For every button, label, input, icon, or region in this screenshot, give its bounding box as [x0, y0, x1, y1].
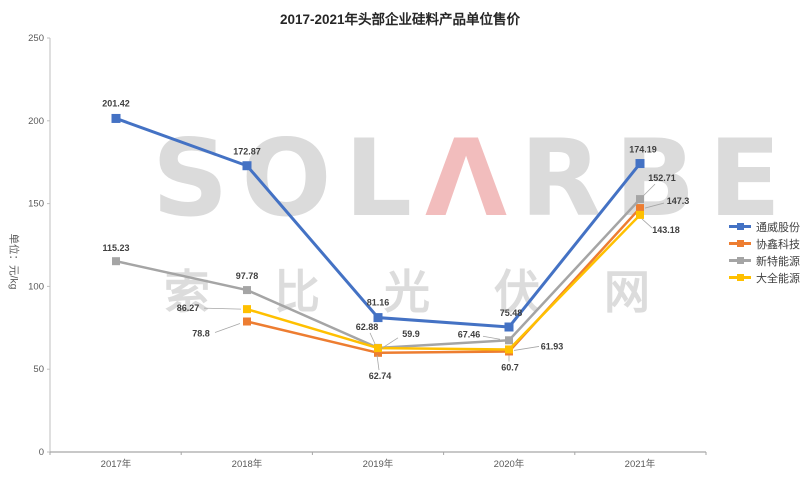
series-line-大全能源 [246, 214, 641, 351]
data-label: 81.16 [367, 298, 390, 308]
data-point-marker [505, 345, 513, 354]
y-tick-label: 50 [33, 364, 44, 375]
data-label: 172.87 [233, 147, 261, 157]
data-label: 174.19 [629, 145, 657, 155]
legend-marker [729, 256, 751, 264]
x-tick-label: 2021年 [625, 458, 656, 470]
legend-label: 新特能源 [756, 255, 800, 268]
data-point-marker [374, 344, 382, 353]
y-tick-label: 200 [28, 116, 44, 127]
y-tick-label: 0 [39, 447, 44, 458]
data-point-marker [243, 286, 251, 295]
data-point-marker [242, 161, 252, 171]
x-tick-label: 2017年 [101, 458, 132, 470]
x-tick-label: 2018年 [232, 458, 263, 470]
watermark-solarbe-logo: SOLΛRBE [152, 126, 794, 232]
data-point-marker [112, 257, 120, 266]
data-label: 61.93 [541, 341, 564, 351]
legend-label: 协鑫科技 [756, 238, 800, 251]
legend-label: 大全能源 [756, 272, 800, 285]
data-point-marker [635, 159, 645, 169]
data-label: 60.7 [501, 362, 519, 372]
y-tick-label: 150 [28, 199, 44, 210]
label-leader-line [376, 355, 380, 371]
legend-marker-square [736, 222, 744, 230]
label-leader-line [641, 218, 653, 229]
data-point-marker [636, 195, 644, 204]
data-label: 152.71 [648, 173, 676, 183]
x-tick-label: 2019年 [363, 458, 394, 470]
legend-item-协鑫科技: 协鑫科技 [729, 235, 800, 252]
label-leader-line [214, 323, 241, 333]
label-leader-line [203, 307, 242, 310]
label-leader-line [380, 337, 399, 350]
data-label: 62.88 [356, 322, 379, 332]
label-leader-line [644, 202, 665, 209]
legend: 通威股份协鑫科技新特能源大全能源 [729, 218, 800, 286]
data-label: 97.78 [236, 271, 259, 281]
data-label: 78.8 [192, 329, 210, 339]
data-point-marker [243, 317, 251, 326]
data-point-marker [111, 113, 121, 123]
data-point-marker [505, 336, 513, 345]
data-point-marker [374, 348, 382, 357]
data-label: 201.42 [102, 98, 130, 108]
series-line-协鑫科技 [246, 207, 641, 355]
legend-item-通威股份: 通威股份 [729, 218, 800, 235]
data-label: 147.3 [667, 196, 690, 206]
data-label: 143.18 [652, 225, 680, 235]
chart-title: 2017-2021年头部企业硅料产品单位售价 [279, 12, 521, 27]
data-label: 86.27 [177, 303, 200, 313]
y-tick-label: 250 [28, 33, 44, 44]
legend-marker-square [736, 239, 744, 247]
data-label: 67.46 [458, 329, 481, 339]
legend-marker-square [736, 273, 744, 281]
data-label: 62.74 [369, 371, 392, 381]
legend-marker [729, 222, 751, 230]
legend-marker [729, 239, 751, 247]
label-leader-line [513, 346, 540, 351]
watermark-logo-a-mark: Λ [425, 117, 521, 240]
watermark-logo-right: RBE [520, 117, 794, 240]
data-point-marker [243, 305, 251, 314]
legend-label: 通威股份 [756, 221, 800, 234]
y-axis-title: 单位：元/kg [7, 233, 20, 290]
x-tick-label: 2020年 [494, 458, 525, 470]
label-leader-line [482, 335, 501, 340]
label-leader-line [369, 332, 376, 345]
data-point-marker [504, 322, 514, 332]
data-label: 59.9 [402, 329, 420, 339]
data-point-marker [636, 204, 644, 213]
legend-item-新特能源: 新特能源 [729, 252, 800, 269]
data-point-marker [373, 313, 383, 323]
y-tick-label: 100 [28, 281, 44, 292]
legend-marker-square [736, 256, 744, 264]
watermark-logo-left: SOL [152, 117, 425, 240]
legend-marker [729, 273, 751, 281]
legend-item-大全能源: 大全能源 [729, 269, 800, 286]
data-point-marker [636, 210, 644, 219]
data-label: 75.48 [500, 308, 523, 318]
data-label: 115.23 [102, 243, 129, 253]
label-leader-line [642, 183, 656, 197]
